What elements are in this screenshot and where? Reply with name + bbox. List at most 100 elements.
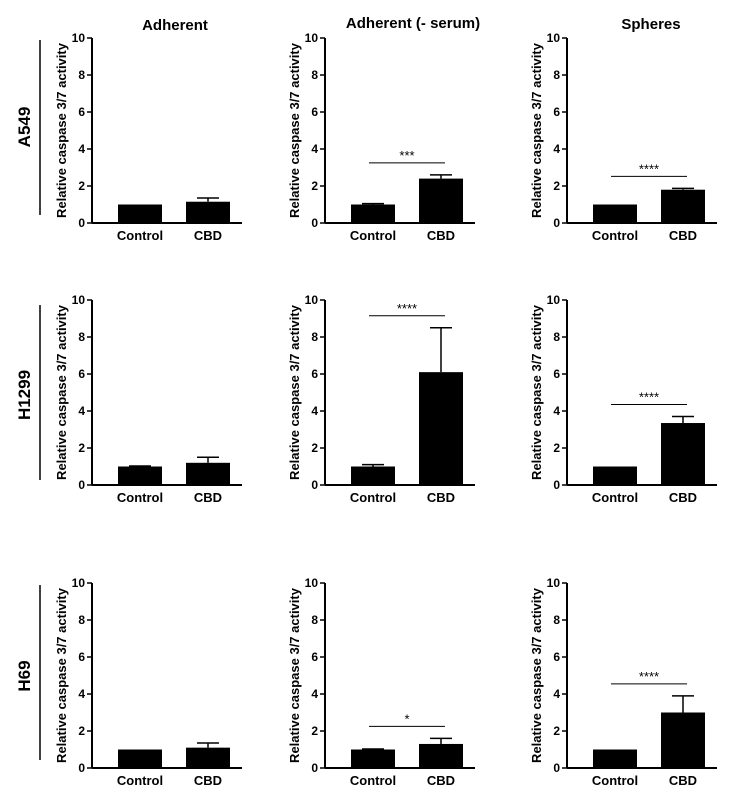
bar-control xyxy=(118,466,162,485)
y-tick-label: 2 xyxy=(311,179,318,193)
y-tick-label: 8 xyxy=(311,613,318,627)
category-label: Control xyxy=(592,773,638,788)
y-axis-label: Relative caspase 3/7 activity xyxy=(287,42,302,218)
y-axis-label: Relative caspase 3/7 activity xyxy=(529,587,544,763)
y-axis-label: Relative caspase 3/7 activity xyxy=(529,304,544,480)
bar-cbd xyxy=(661,712,705,768)
bar-control xyxy=(593,749,637,768)
y-tick-label: 10 xyxy=(72,576,86,590)
y-tick-label: 10 xyxy=(547,31,561,45)
bar-cbd xyxy=(419,178,463,223)
row-label-a549: A549 xyxy=(15,107,34,148)
y-tick-label: 8 xyxy=(553,68,560,82)
significance-marker: **** xyxy=(397,301,417,316)
category-label: CBD xyxy=(194,490,222,505)
y-tick-label: 2 xyxy=(553,179,560,193)
panel-a549-2: Relative caspase 3/7 activity 0 2 4 6 8 10 Cont… xyxy=(287,31,475,243)
y-tick-label: 8 xyxy=(78,68,85,82)
y-tick-label: 0 xyxy=(553,216,560,230)
y-axis-label: Relative caspase 3/7 activity xyxy=(54,42,69,218)
y-tick-label: 4 xyxy=(78,687,85,701)
y-tick-label: 2 xyxy=(311,724,318,738)
category-label: Control xyxy=(117,228,163,243)
panel-a549-1: Relative caspase 3/7 activity 0 2 4 6 8 10 Cont… xyxy=(54,31,242,243)
bar-cbd xyxy=(186,462,230,485)
y-tick-label: 8 xyxy=(553,330,560,344)
category-label: CBD xyxy=(427,490,455,505)
category-label: Control xyxy=(592,490,638,505)
y-tick-label: 8 xyxy=(311,330,318,344)
y-axis-label: Relative caspase 3/7 activity xyxy=(529,42,544,218)
y-tick-label: 4 xyxy=(311,404,318,418)
category-label: Control xyxy=(350,490,396,505)
y-tick-label: 6 xyxy=(553,650,560,664)
y-tick-label: 4 xyxy=(311,142,318,156)
category-label: Control xyxy=(350,228,396,243)
bar-control xyxy=(593,466,637,485)
category-label: CBD xyxy=(669,490,697,505)
y-tick-label: 10 xyxy=(72,293,86,307)
category-label: CBD xyxy=(427,773,455,788)
y-tick-label: 2 xyxy=(553,441,560,455)
significance-marker: **** xyxy=(639,390,659,405)
y-tick-label: 6 xyxy=(78,105,85,119)
y-tick-label: 4 xyxy=(311,687,318,701)
y-tick-label: 4 xyxy=(78,404,85,418)
bar-control xyxy=(118,749,162,768)
category-label: CBD xyxy=(669,773,697,788)
y-axis-label: Relative caspase 3/7 activity xyxy=(287,304,302,480)
y-tick-label: 0 xyxy=(553,478,560,492)
y-tick-label: 2 xyxy=(553,724,560,738)
y-tick-label: 0 xyxy=(78,216,85,230)
y-tick-label: 4 xyxy=(553,687,560,701)
y-tick-label: 0 xyxy=(553,761,560,775)
bar-control xyxy=(351,466,395,485)
y-tick-label: 10 xyxy=(547,576,561,590)
category-label: Control xyxy=(117,490,163,505)
y-tick-label: 6 xyxy=(553,367,560,381)
y-tick-label: 0 xyxy=(311,478,318,492)
y-tick-label: 2 xyxy=(311,441,318,455)
row-label-h1299: H1299 xyxy=(15,370,34,420)
panel-h1299-1: Relative caspase 3/7 activity 0 2 4 6 8 10 Cont… xyxy=(54,293,242,505)
panel-a549-3: Relative caspase 3/7 activity 0 2 4 6 8 10 Cont… xyxy=(529,31,717,243)
significance-marker: **** xyxy=(639,161,659,176)
category-label: CBD xyxy=(427,228,455,243)
row-label-h69: H69 xyxy=(15,660,34,691)
y-tick-label: 10 xyxy=(547,293,561,307)
y-tick-label: 2 xyxy=(78,179,85,193)
panel-h69-1: Relative caspase 3/7 activity 0 2 4 6 8 10 Cont… xyxy=(54,576,242,788)
panel-grid: Relative caspase 3/7 activity 0 2 4 6 8 10 Cont… xyxy=(54,31,717,788)
category-label: Control xyxy=(117,773,163,788)
y-tick-label: 6 xyxy=(311,105,318,119)
y-tick-label: 0 xyxy=(311,216,318,230)
y-tick-label: 10 xyxy=(72,31,86,45)
bar-cbd xyxy=(419,743,463,768)
column-title-spheres: Spheres xyxy=(621,16,680,33)
y-tick-label: 6 xyxy=(311,367,318,381)
y-tick-label: 8 xyxy=(78,330,85,344)
category-label: Control xyxy=(592,228,638,243)
column-title-adherent-serum: Adherent (- serum) xyxy=(346,15,480,32)
y-tick-label: 10 xyxy=(305,293,319,307)
y-tick-label: 2 xyxy=(78,724,85,738)
panel-h69-2: Relative caspase 3/7 activity 0 2 4 6 8 10 Cont… xyxy=(287,576,475,788)
bar-cbd xyxy=(186,201,230,223)
y-tick-label: 6 xyxy=(78,650,85,664)
y-tick-label: 4 xyxy=(553,404,560,418)
y-tick-label: 8 xyxy=(311,68,318,82)
panel-h69-3: Relative caspase 3/7 activity 0 2 4 6 8 10 Cont… xyxy=(529,576,717,788)
bar-control xyxy=(351,204,395,223)
y-tick-label: 0 xyxy=(78,761,85,775)
column-title-adherent: Adherent xyxy=(142,17,208,34)
y-tick-label: 4 xyxy=(553,142,560,156)
bar-cbd xyxy=(419,372,463,485)
significance-marker: **** xyxy=(639,669,659,684)
y-axis-label: Relative caspase 3/7 activity xyxy=(54,587,69,763)
category-label: Control xyxy=(350,773,396,788)
y-tick-label: 10 xyxy=(305,31,319,45)
y-axis-label: Relative caspase 3/7 activity xyxy=(287,587,302,763)
bar-cbd xyxy=(661,423,705,485)
category-label: CBD xyxy=(194,773,222,788)
